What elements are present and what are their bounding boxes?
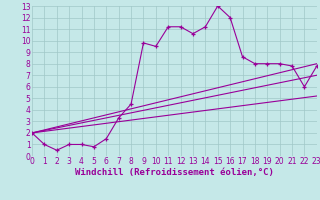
X-axis label: Windchill (Refroidissement éolien,°C): Windchill (Refroidissement éolien,°C)	[75, 168, 274, 177]
